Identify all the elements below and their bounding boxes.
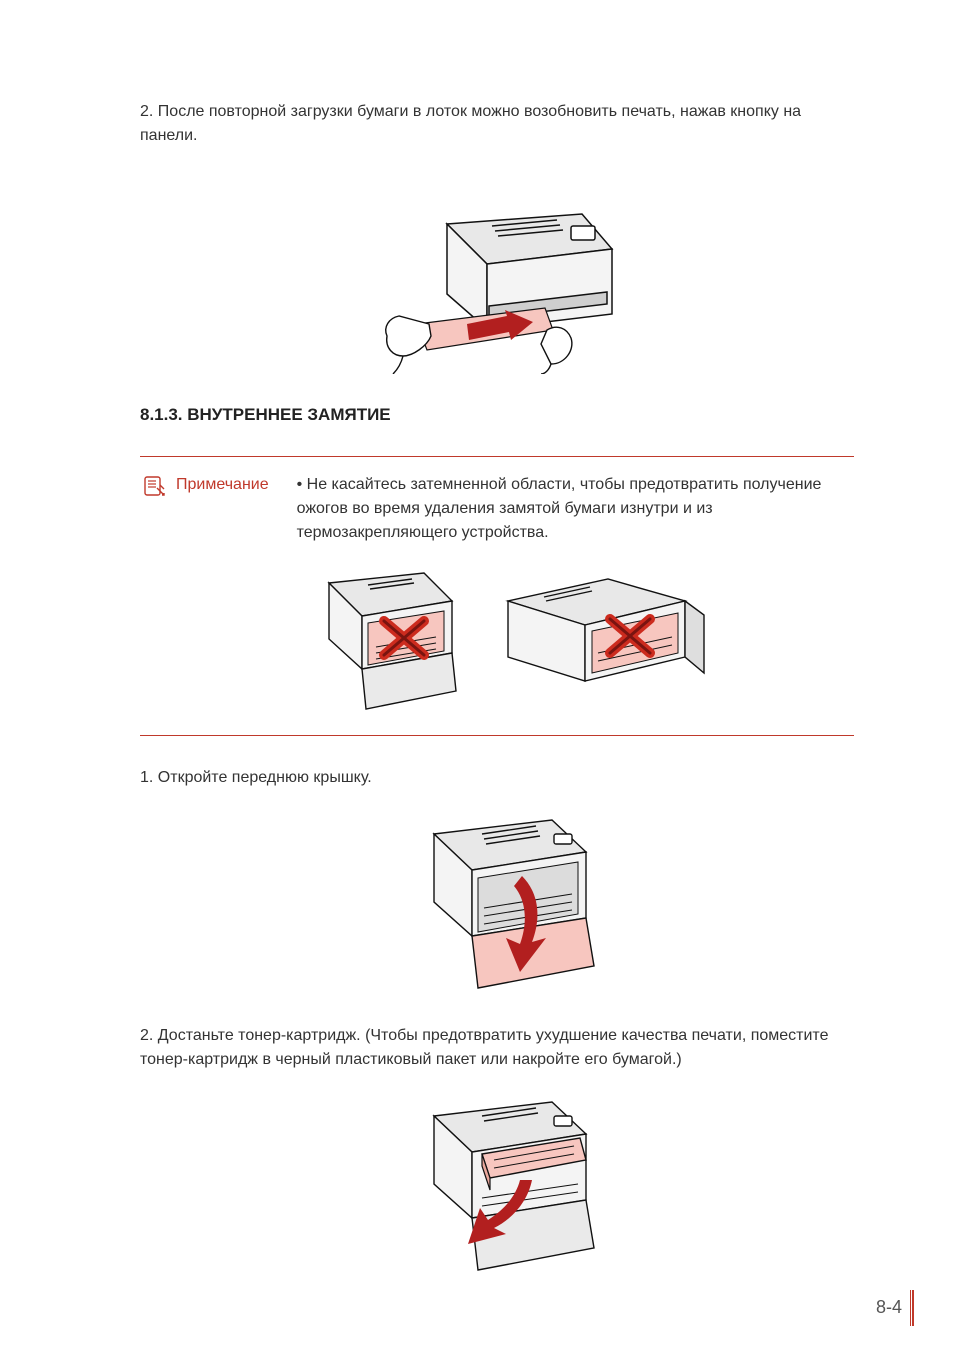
step-1-text: 1. Откройте переднюю крышку. <box>140 766 854 790</box>
note-label: Примечание <box>176 473 269 497</box>
printer-open-cover-illustration <box>382 806 612 996</box>
note-icon <box>144 475 166 497</box>
note-block: Примечание • Не касайтесь затемненной об… <box>140 456 854 736</box>
figure-remove-toner <box>382 1088 612 1278</box>
page-tick-icon <box>910 1290 914 1326</box>
page-number: 8-4 <box>876 1294 902 1321</box>
figure-open-cover <box>382 806 612 996</box>
printer-warn-front-illustration <box>284 561 474 711</box>
figure-warn-rear <box>490 561 710 711</box>
figure-warn-front <box>284 561 474 711</box>
right-hand-icon <box>541 327 572 374</box>
figure-row-load-paper <box>140 164 854 374</box>
step-2-bottom-text: 2. Достаньте тонер-картридж. (Чтобы пред… <box>140 1024 854 1072</box>
figure-load-paper <box>357 164 637 374</box>
printer-remove-toner-illustration <box>382 1088 612 1278</box>
page-number-container: 8-4 <box>876 1290 914 1326</box>
step-2-top-text: 2. После повторной загрузки бумаги в лот… <box>140 100 854 148</box>
left-hand-icon <box>386 316 431 374</box>
printer-warn-rear-illustration <box>490 561 710 711</box>
printer-load-paper-illustration <box>357 164 637 374</box>
section-heading-8-1-3: 8.1.3. Внутреннее замятие <box>140 402 854 428</box>
figure-row-remove-toner <box>140 1088 854 1278</box>
figure-row-open-cover <box>140 806 854 996</box>
note-text: • Не касайтесь затемненной области, чтоб… <box>297 473 854 545</box>
